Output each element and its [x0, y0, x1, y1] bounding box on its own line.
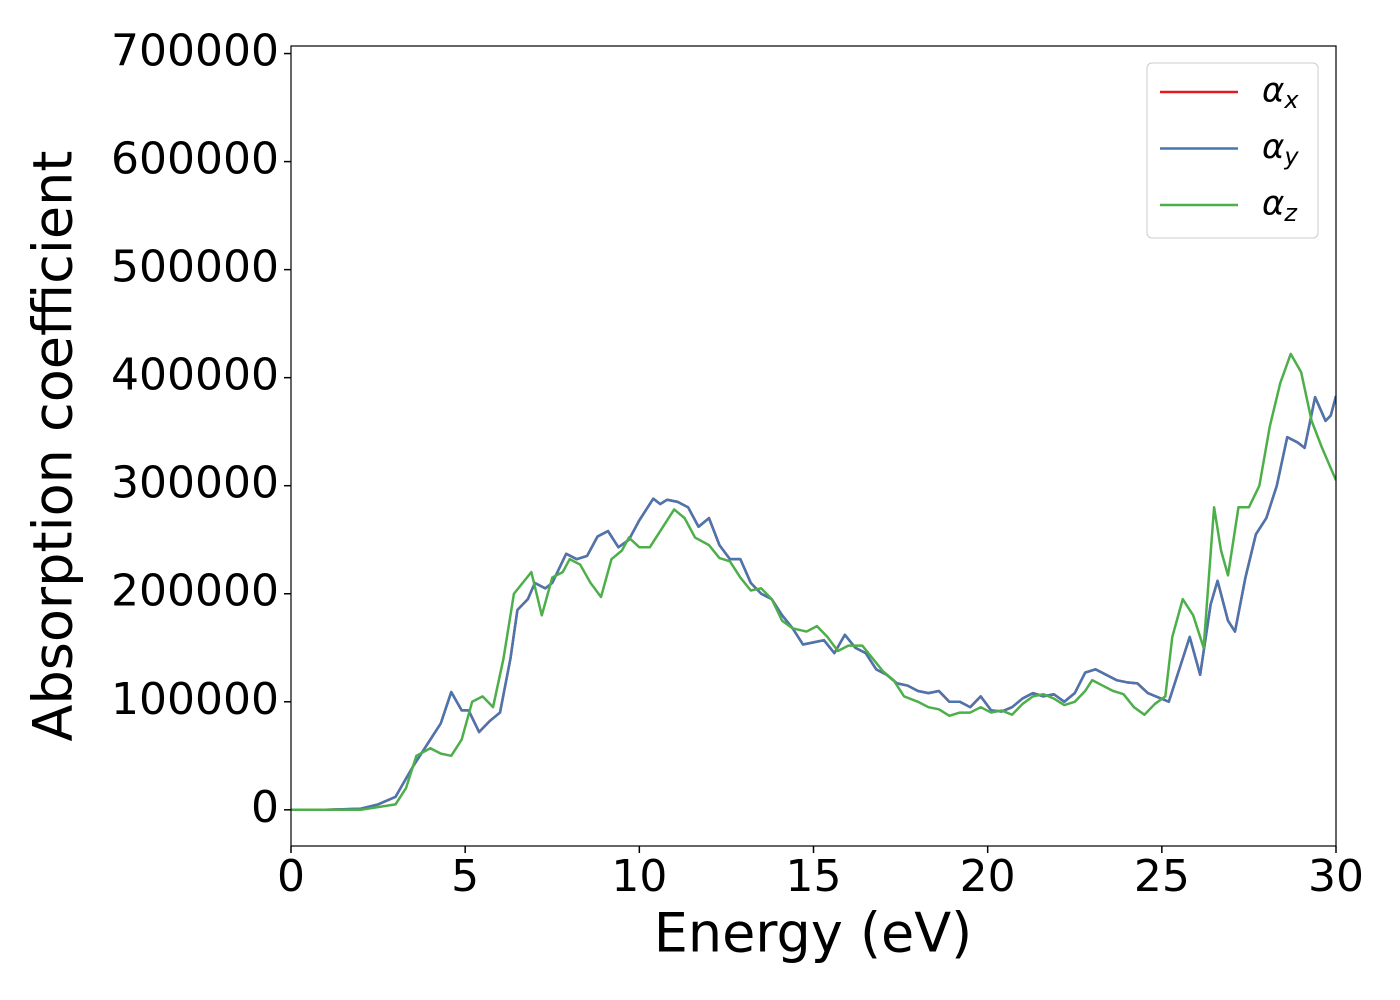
x-tick-label: 20	[960, 851, 1016, 902]
y-tick-label: 600000	[111, 134, 279, 185]
legend-subscript: y	[1283, 143, 1299, 171]
x-tick-label: 10	[611, 851, 667, 902]
legend-subscript: z	[1283, 199, 1298, 227]
y-tick-label: 200000	[111, 566, 279, 617]
y-tick-label: 0	[251, 782, 279, 833]
x-tick-label: 25	[1134, 851, 1190, 902]
y-tick-label: 100000	[111, 674, 279, 725]
legend-label: αx	[1262, 71, 1299, 115]
series-line	[291, 352, 1336, 812]
x-tick-label: 5	[451, 851, 479, 902]
y-tick-label: 300000	[111, 458, 279, 509]
x-tick-label: 0	[277, 851, 305, 902]
y-tick-label: 700000	[111, 26, 279, 77]
series-line	[291, 395, 1336, 812]
x-tick-label: 15	[786, 851, 842, 902]
x-tick-label: 30	[1308, 851, 1364, 902]
y-tick-label: 500000	[111, 242, 279, 293]
series-line	[291, 395, 1336, 812]
legend-label: αy	[1262, 127, 1299, 171]
x-axis-title: Energy (eV)	[654, 902, 973, 965]
y-axis-title: Absorption coefficient	[22, 151, 85, 742]
y-tick-label: 400000	[111, 350, 279, 401]
plot-frame	[290, 45, 1337, 847]
legend-box	[1146, 62, 1319, 239]
legend-subscript: x	[1283, 86, 1299, 114]
